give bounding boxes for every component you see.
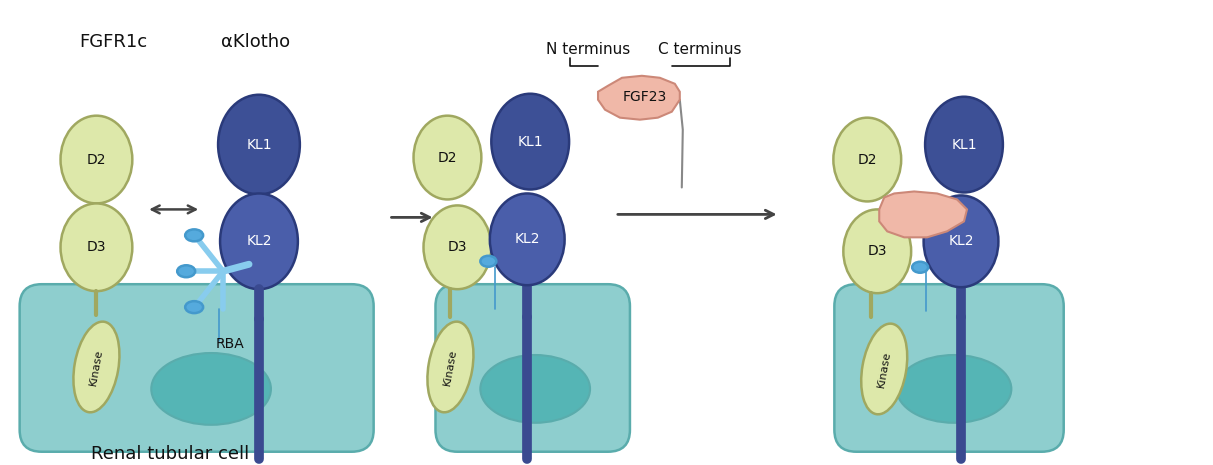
Ellipse shape	[220, 193, 298, 289]
Text: D3: D3	[448, 240, 467, 254]
Ellipse shape	[833, 118, 901, 201]
Text: D2: D2	[86, 153, 107, 166]
Ellipse shape	[74, 322, 119, 412]
Ellipse shape	[186, 301, 203, 313]
Text: D2: D2	[438, 151, 457, 165]
Text: RBA: RBA	[216, 337, 245, 351]
Ellipse shape	[427, 322, 473, 412]
Ellipse shape	[177, 265, 195, 277]
Text: KL2: KL2	[949, 234, 974, 248]
Ellipse shape	[218, 95, 300, 194]
Text: D2: D2	[858, 153, 877, 166]
Ellipse shape	[861, 324, 907, 414]
Ellipse shape	[912, 262, 928, 273]
Text: D3: D3	[86, 240, 107, 254]
Ellipse shape	[480, 256, 496, 267]
Text: KL2: KL2	[514, 232, 540, 246]
Text: Renal tubular cell: Renal tubular cell	[91, 445, 250, 463]
Ellipse shape	[491, 94, 569, 189]
Text: C terminus: C terminus	[657, 42, 741, 57]
FancyBboxPatch shape	[835, 284, 1064, 452]
Ellipse shape	[61, 203, 132, 291]
Ellipse shape	[61, 116, 132, 203]
Text: KL1: KL1	[951, 138, 976, 152]
Ellipse shape	[152, 353, 270, 425]
Text: KL1: KL1	[246, 138, 272, 152]
Text: N terminus: N terminus	[546, 42, 631, 57]
Text: Kinase: Kinase	[89, 348, 104, 386]
Ellipse shape	[926, 97, 1003, 193]
Text: D3: D3	[867, 244, 887, 258]
Text: Kinase: Kinase	[443, 348, 459, 386]
FancyBboxPatch shape	[435, 284, 630, 452]
Text: FGFR1c: FGFR1c	[80, 33, 148, 51]
Text: Kinase: Kinase	[876, 350, 893, 388]
Ellipse shape	[923, 195, 998, 287]
Ellipse shape	[423, 206, 491, 289]
Ellipse shape	[490, 193, 564, 285]
Polygon shape	[598, 76, 679, 120]
Polygon shape	[879, 192, 967, 237]
Text: KL1: KL1	[518, 134, 543, 149]
Text: αKlotho: αKlotho	[221, 33, 290, 51]
Text: FGF23: FGF23	[622, 90, 667, 104]
Text: KL2: KL2	[246, 234, 272, 248]
Ellipse shape	[414, 116, 482, 199]
FancyBboxPatch shape	[19, 284, 374, 452]
Ellipse shape	[480, 355, 590, 423]
Ellipse shape	[186, 229, 203, 241]
Ellipse shape	[843, 209, 911, 293]
Ellipse shape	[896, 355, 1012, 423]
